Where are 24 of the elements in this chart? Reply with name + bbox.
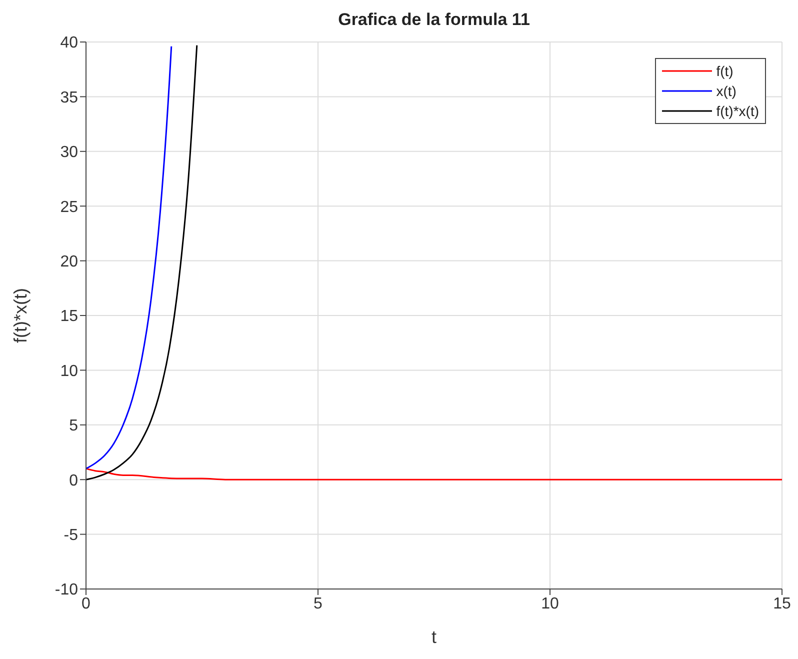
legend-label: f(t)*x(t) — [716, 103, 759, 119]
y-tick-label: 25 — [60, 198, 78, 216]
y-tick-label: 40 — [60, 34, 78, 52]
x-tick-label: 5 — [314, 595, 323, 612]
y-tick-label: 10 — [60, 362, 78, 380]
y-tick-label: 30 — [60, 144, 78, 162]
legend-label: f(t) — [716, 63, 734, 79]
x-tick-label: 0 — [82, 595, 91, 612]
line-series — [86, 468, 782, 480]
y-tick-label: -5 — [64, 526, 78, 544]
line-series — [86, 46, 172, 470]
y-tick-label: 0 — [69, 472, 78, 490]
y-axis-title: f(t)*x(t) — [10, 288, 30, 343]
y-tick-label: -10 — [54, 582, 78, 599]
y-tick-label: 15 — [60, 308, 78, 326]
x-tick-label: 15 — [773, 595, 791, 612]
y-tick-label: 20 — [60, 253, 78, 270]
y-tick-label: 5 — [69, 418, 78, 435]
x-tick-label: 10 — [541, 595, 559, 612]
line-series — [86, 44, 198, 480]
y-tick-label: 35 — [60, 89, 78, 106]
x-axis-title: t — [431, 627, 437, 647]
legend-label: x(t) — [716, 83, 736, 99]
chart-title: Grafica de la formula 11 — [337, 10, 531, 30]
